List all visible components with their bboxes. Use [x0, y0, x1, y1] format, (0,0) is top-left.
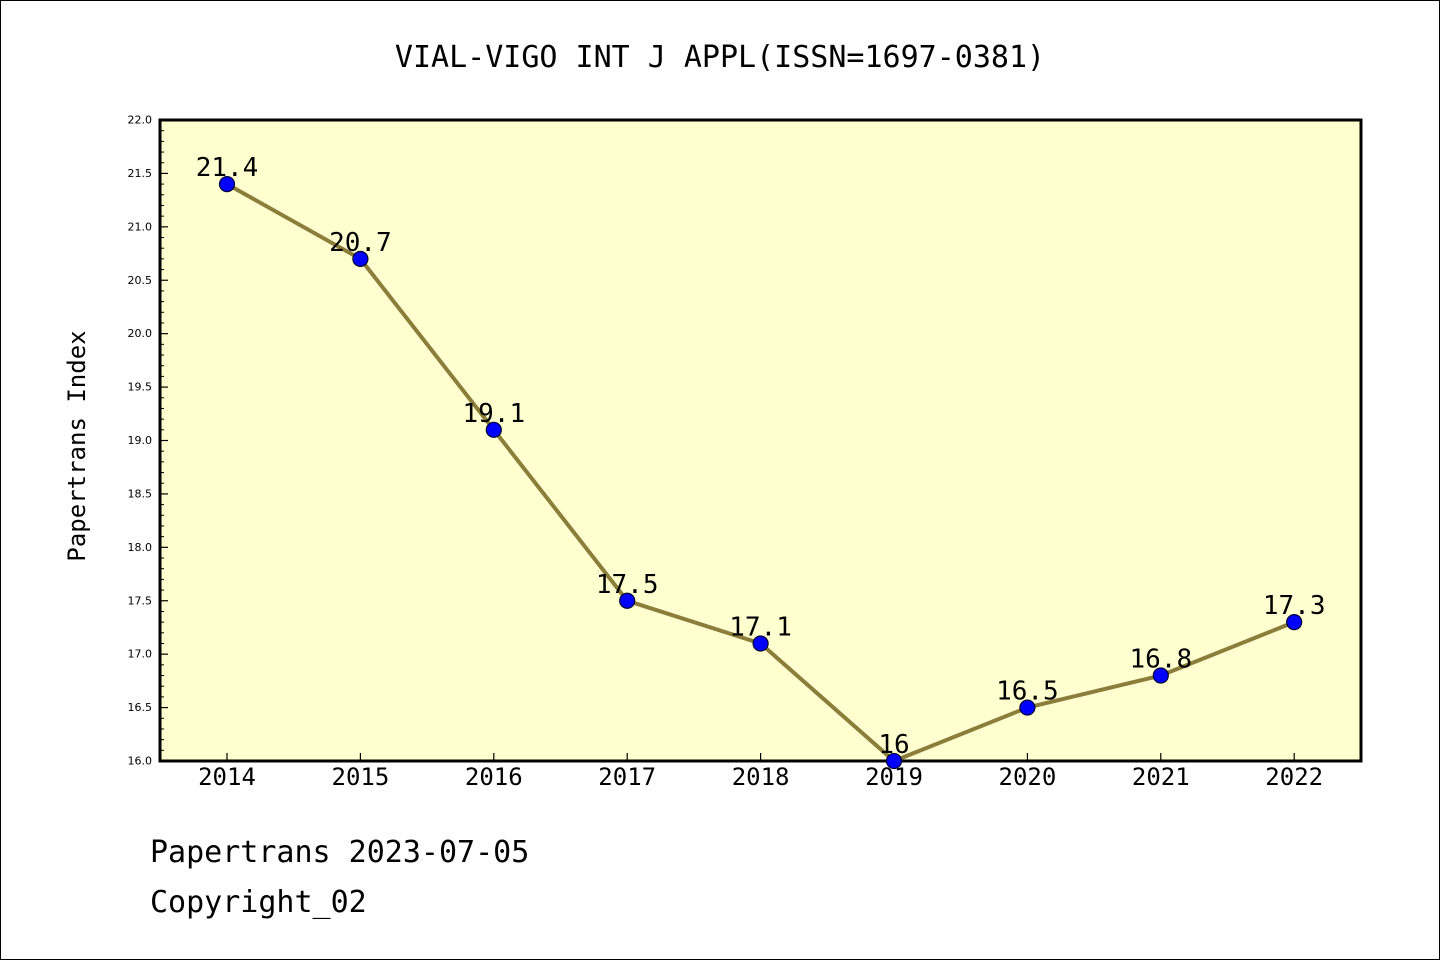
y-tick-label: 16.5 [128, 701, 153, 714]
y-tick-label: 17.5 [128, 594, 153, 607]
data-label: 21.4 [196, 153, 259, 183]
y-tick-label: 19.0 [128, 434, 153, 447]
footer-copyright: Copyright_02 [150, 885, 367, 920]
data-point [752, 635, 769, 652]
data-label: 20.7 [329, 228, 392, 258]
x-tick-label: 2018 [732, 763, 790, 791]
y-tick-label: 19.5 [128, 381, 153, 394]
y-axis-label: Papertrans Index [63, 330, 91, 561]
x-tick-label: 2020 [999, 763, 1057, 791]
data-point [485, 421, 502, 438]
x-tick-label: 2014 [198, 763, 256, 791]
x-tick-label: 2015 [332, 763, 390, 791]
x-tick-label: 2022 [1265, 763, 1323, 791]
y-tick-label: 18.5 [128, 487, 153, 500]
x-tick-label: 2017 [598, 763, 656, 791]
x-tick-label: 2021 [1132, 763, 1190, 791]
chart-title: VIAL-VIGO INT J APPL(ISSN=1697-0381) [395, 40, 1045, 75]
x-axis: 2014 2015 2016 2017 2018 2019 2020 2021 2022 [198, 753, 1323, 791]
data-point [1286, 614, 1303, 631]
data-point [1152, 667, 1169, 684]
y-tick-label: 17.0 [128, 648, 153, 661]
data-label: 17.3 [1263, 591, 1326, 621]
footer-date: Papertrans 2023-07-05 [150, 835, 530, 870]
x-tick-label: 2016 [465, 763, 523, 791]
data-label: 16 [878, 730, 909, 760]
data-label: 17.5 [596, 570, 659, 600]
y-tick-label: 18.0 [128, 541, 153, 554]
y-tick-label: 20.5 [128, 274, 153, 287]
data-label: 17.1 [729, 612, 792, 642]
y-tick-label: 22.0 [128, 114, 153, 127]
y-tick-label: 16.0 [128, 755, 153, 768]
data-label: 16.5 [996, 677, 1059, 707]
y-axis: 16.0 16.5 17.0 17.5 18.0 18.5 19.0 19.5 20.0 20.5… [128, 114, 168, 768]
data-label: 19.1 [462, 399, 525, 429]
data-point [619, 592, 636, 609]
data-point [885, 752, 903, 770]
data-point [218, 176, 236, 193]
plot-area [158, 118, 1363, 763]
y-tick-label: 21.0 [128, 220, 153, 233]
data-point [1019, 699, 1036, 716]
data-point [352, 250, 369, 267]
series-layer: 21.4 20.7 19.1 17.5 17.1 16 16.5 16.8 17.3 [196, 153, 1326, 770]
data-label: 16.8 [1129, 645, 1192, 675]
y-tick-label: 20.0 [128, 327, 153, 340]
y-tick-label: 21.5 [128, 167, 153, 180]
